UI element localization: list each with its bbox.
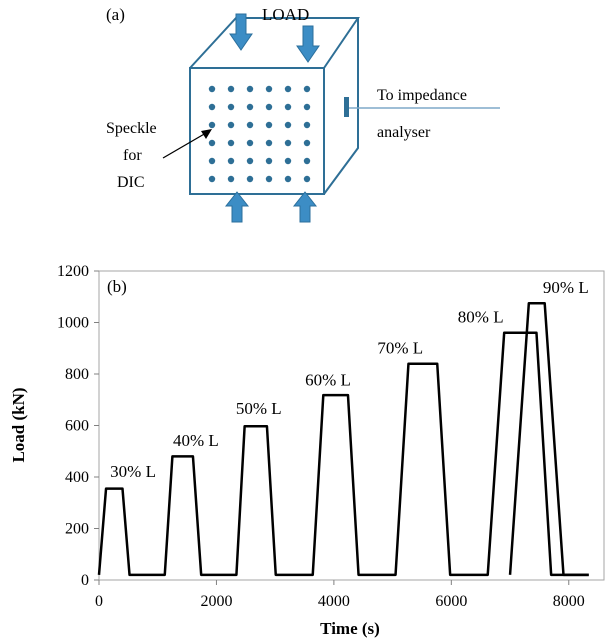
speckle-dot [265,85,273,93]
load-series-line [508,301,589,577]
speckle-dot [303,139,311,147]
load-level-label: 90% L [543,278,589,297]
cube-front-face [189,67,325,195]
speckle-dot [265,103,273,111]
cube-top-face [189,17,360,69]
speckle-dot [284,121,292,129]
y-tick-label: 0 [81,572,89,589]
speckle-dot [303,175,311,183]
up-arrow-icon [292,191,318,223]
y-tick-label: 1200 [57,263,89,280]
y-axis-label: Load (kN) [9,387,28,462]
down-arrow-icon [229,13,253,51]
speckle-dot [284,157,292,165]
speckle-pattern [208,85,311,183]
x-tick-label: 6000 [435,593,467,610]
impedance-label: analyser [377,124,431,141]
panel-a-label: (a) [106,5,125,24]
speckle-dot [303,121,311,129]
x-axis-label: Time (s) [320,619,380,638]
speckle-dot [284,175,292,183]
speckle-dot [246,103,254,111]
speckle-dot [227,175,235,183]
cube-side-face [323,18,359,195]
y-tick-label: 800 [65,366,89,383]
speckle-dot [208,175,216,183]
load-label: LOAD [262,5,309,24]
speckle-dot [303,103,311,111]
y-tick-label: 200 [65,521,89,538]
cube [189,17,360,195]
load-level-label: 40% L [173,431,219,450]
speckle-dot [227,139,235,147]
speckle-dot [208,121,216,129]
x-tick-label: 2000 [200,593,232,610]
y-axis-ticks: 0 200 400 600 800 1000 1200 [57,263,99,589]
y-tick-label: 1000 [57,315,89,332]
speckle-dot [246,121,254,129]
series-group [97,301,589,577]
load-level-label: 70% L [377,338,423,357]
speckle-dot [227,121,235,129]
load-arrows [224,13,320,223]
pointer-arrow [162,132,207,159]
x-tick-label: 4000 [318,593,350,610]
speckle-label: for [123,147,142,164]
impedance-label: To impedance [377,87,467,104]
load-level-label: 60% L [305,371,351,390]
speckle-label: Speckle [106,120,157,137]
speckle-dot [208,139,216,147]
down-arrow-icon [296,25,320,63]
speckle-dot [284,103,292,111]
speckle-dot [208,103,216,111]
speckle-dot [246,85,254,93]
load-series-line [97,331,589,577]
speckle-dot [265,139,273,147]
x-tick-label: 8000 [553,593,585,610]
x-axis-ticks: 0 2000 4000 6000 8000 [95,580,585,610]
speckle-dot [246,157,254,165]
speckle-dot [265,157,273,165]
speckle-dot [265,175,273,183]
annotations: 30% L 40% L 50% L 60% L 70% L 80% L 90% L [110,278,589,481]
speckle-dot [227,157,235,165]
speckle-dot [284,85,292,93]
speckle-dot [208,157,216,165]
speckle-label: DIC [117,174,145,191]
speckle-dot [227,103,235,111]
y-tick-label: 400 [65,469,89,486]
load-level-label: 80% L [458,308,504,327]
speckle-dot [246,139,254,147]
pointer-arrowhead-icon [201,129,212,139]
up-arrow-icon [224,191,250,223]
speckle-dot [208,85,216,93]
electrode [344,97,349,117]
speckle-dot [303,85,311,93]
speckle-dot [246,175,254,183]
panel-b-label: (b) [107,277,127,296]
speckle-dot [265,121,273,129]
speckle-dot [303,157,311,165]
speckle-dot [284,139,292,147]
x-tick-label: 0 [95,593,103,610]
load-level-label: 30% L [110,462,156,481]
speckle-dot [227,85,235,93]
y-tick-label: 600 [65,418,89,435]
load-level-label: 50% L [236,399,282,418]
